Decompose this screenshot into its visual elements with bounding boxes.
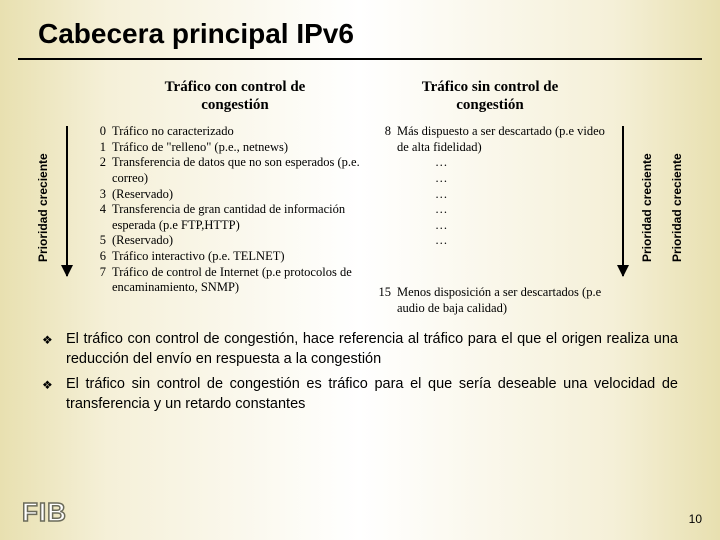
slide-title: Cabecera principal IPv6 <box>0 0 720 58</box>
list-item: 8Más dispuesto a ser descartado (p.e vid… <box>375 124 615 155</box>
page-number: 10 <box>689 512 702 526</box>
right-column-header: Tráfico sin control de congestión <box>390 78 590 114</box>
list-item: 3(Reservado) <box>90 187 370 203</box>
priority-label-right-1: Prioridad creciente <box>640 138 654 278</box>
ellipsis: … <box>375 218 615 234</box>
bullet-item: ❖ El tráfico sin control de congestión e… <box>42 375 678 414</box>
ellipsis: … <box>375 233 615 249</box>
bullet-item: ❖ El tráfico con control de congestión, … <box>42 330 678 369</box>
ellipsis: … <box>375 171 615 187</box>
bullet-list: ❖ El tráfico con control de congestión, … <box>42 330 678 414</box>
diamond-bullet-icon: ❖ <box>42 330 66 369</box>
bullet-text: El tráfico con control de congestión, ha… <box>66 330 678 369</box>
left-traffic-list: 0Tráfico no caracterizado 1Tráfico de "r… <box>90 124 370 296</box>
ellipsis: … <box>375 187 615 203</box>
list-item: 4Transferencia de gran cantidad de infor… <box>90 202 370 233</box>
ellipsis: … <box>375 202 615 218</box>
title-underline <box>18 58 702 60</box>
list-item: 6Tráfico interactivo (p.e. TELNET) <box>90 249 370 265</box>
diamond-bullet-icon: ❖ <box>42 375 66 414</box>
list-item: 5(Reservado) <box>90 233 370 249</box>
bullet-text: El tráfico sin control de congestión es … <box>66 375 678 414</box>
arrow-down-icon <box>622 126 624 276</box>
priority-label-left: Prioridad creciente <box>36 138 50 278</box>
priority-label-right-2: Prioridad creciente <box>670 138 684 278</box>
fib-logo: FIB <box>22 497 67 528</box>
ellipsis: … <box>375 155 615 171</box>
traffic-figure: Tráfico con control de congestión Tráfic… <box>30 78 690 308</box>
list-item: 0Tráfico no caracterizado <box>90 124 370 140</box>
left-column-header: Tráfico con control de congestión <box>140 78 330 114</box>
list-item: 1Tráfico de "relleno" (p.e., netnews) <box>90 140 370 156</box>
list-item: 7Tráfico de control de Internet (p.e pro… <box>90 265 370 296</box>
right-traffic-list: 8Más dispuesto a ser descartado (p.e vid… <box>375 124 615 316</box>
list-item: 15Menos disposición a ser descartados (p… <box>375 285 615 316</box>
list-item: 2Transferencia de datos que no son esper… <box>90 155 370 186</box>
arrow-down-icon <box>66 126 68 276</box>
